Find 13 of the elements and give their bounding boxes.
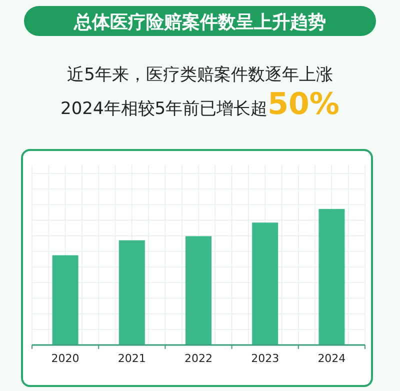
bar — [318, 209, 345, 345]
chart-subtitle: 近5年来，医疗类赔案件数逐年上涨 — [67, 65, 333, 85]
x-tick-label: 2023 — [251, 352, 280, 365]
x-tick-label: 2021 — [118, 352, 146, 365]
chart-title: 总体医疗险赔案件数呈上升趋势 — [73, 12, 326, 33]
bar — [186, 236, 212, 345]
bar — [252, 222, 278, 345]
bar — [52, 255, 78, 345]
x-tick-label: 2024 — [318, 352, 346, 365]
x-tick-label: 2022 — [184, 352, 212, 365]
x-tick-label: 2020 — [51, 352, 80, 365]
text: 2024年相较5年前已增长超50% — [60, 87, 340, 122]
bar — [118, 240, 145, 345]
